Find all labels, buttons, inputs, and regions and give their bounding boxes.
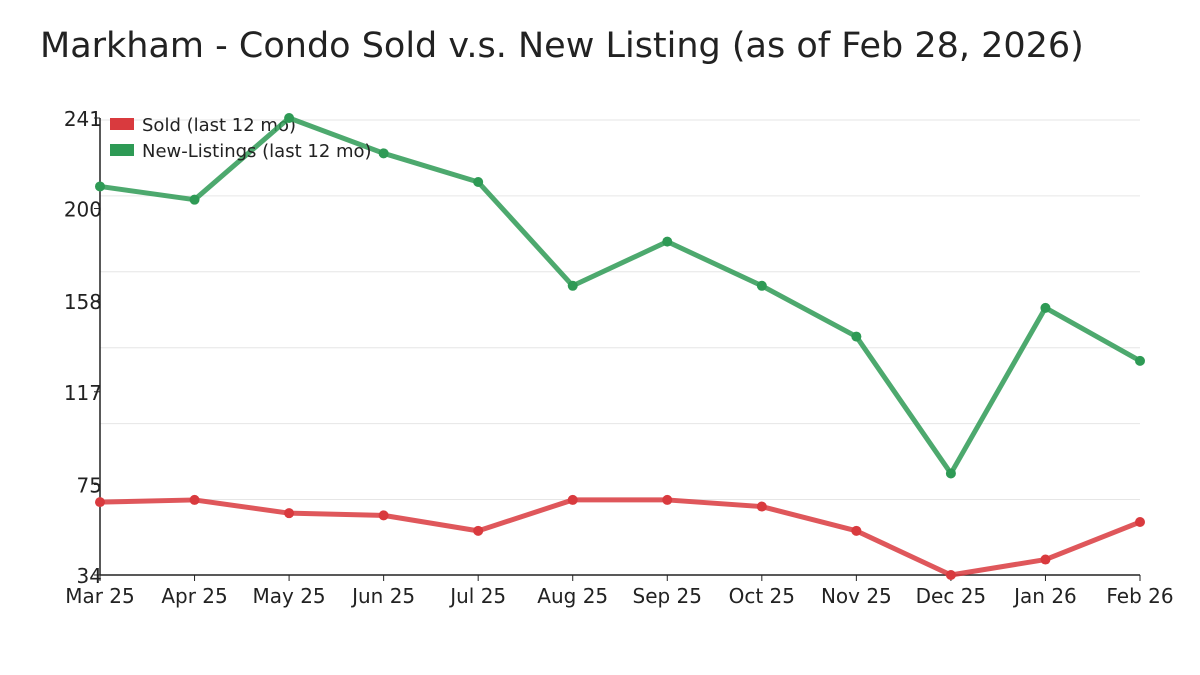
data-point-new-listings — [189, 194, 200, 205]
y-tick-label: 200 — [64, 198, 102, 222]
data-point-new-listings — [662, 236, 673, 247]
data-point-sold — [378, 510, 389, 521]
data-point-sold — [473, 525, 484, 536]
x-tick-label: Aug 25 — [537, 584, 608, 608]
data-point-sold — [756, 501, 767, 512]
series-line-new-listings — [99, 115, 1142, 476]
x-tick-label: Dec 25 — [916, 584, 987, 608]
x-tick-label: Apr 25 — [161, 584, 227, 608]
data-point-sold — [1135, 517, 1145, 528]
data-point-sold — [284, 508, 295, 519]
data-point-new-listings — [851, 331, 862, 342]
data-point-new-listings — [473, 177, 484, 188]
legend-label: Sold (last 12 mo) — [142, 115, 296, 136]
x-tick-label: Sep 25 — [633, 584, 703, 608]
x-tick-label: Feb 26 — [1106, 584, 1173, 608]
y-tick-label: 75 — [77, 473, 102, 497]
data-point-sold — [95, 497, 105, 508]
data-point-new-listings — [756, 280, 767, 291]
data-point-new-listings — [95, 181, 105, 192]
x-tick-label: May 25 — [253, 584, 326, 608]
x-tick-label: Oct 25 — [729, 584, 795, 608]
x-tick-label: Jan 26 — [1012, 584, 1077, 608]
x-tick-label: Nov 25 — [821, 584, 892, 608]
data-point-new-listings — [378, 148, 389, 159]
data-point-new-listings — [567, 280, 578, 291]
legend-label: New-Listings (last 12 mo) — [142, 141, 372, 162]
x-tick-label: Jun 25 — [350, 584, 415, 608]
data-point-sold — [945, 570, 956, 580]
data-point-new-listings — [1040, 302, 1051, 313]
x-tick-label: Jul 25 — [448, 584, 506, 608]
data-point-new-listings — [1135, 355, 1145, 366]
y-tick-label: 117 — [64, 381, 102, 405]
data-point-sold — [662, 494, 673, 505]
y-tick-label: 241 — [64, 107, 102, 131]
legend-swatch — [110, 144, 134, 156]
data-point-sold — [567, 494, 578, 505]
x-tick-label: Mar 25 — [65, 584, 135, 608]
legend-swatch — [110, 118, 134, 130]
data-point-new-listings — [284, 113, 295, 123]
chart-title: Markham - Condo Sold v.s. New Listing (a… — [40, 26, 1084, 66]
data-point-sold — [1040, 554, 1051, 565]
y-tick-label: 34 — [77, 564, 102, 588]
series-line-sold — [99, 497, 1141, 578]
y-tick-label: 158 — [64, 290, 102, 314]
data-point-sold — [189, 494, 200, 505]
data-point-new-listings — [945, 468, 956, 479]
data-point-sold — [851, 525, 862, 536]
